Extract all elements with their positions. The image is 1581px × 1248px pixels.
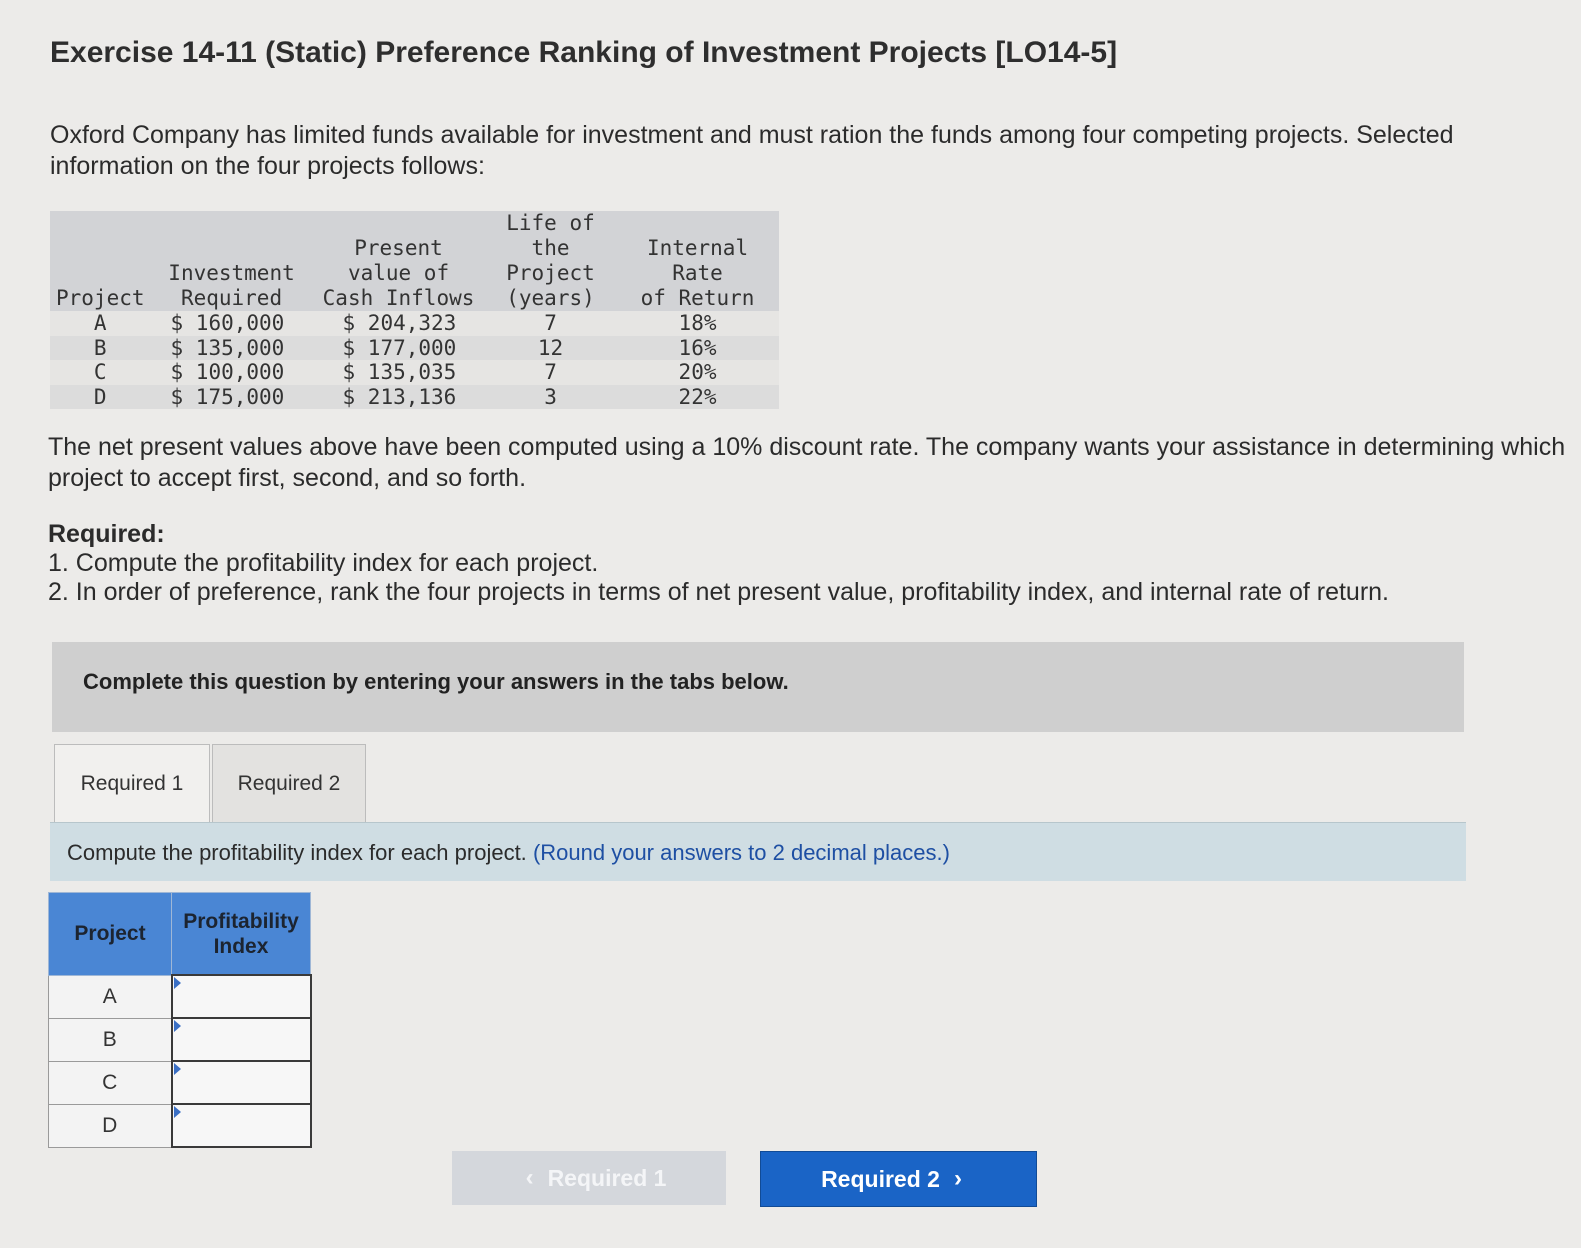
- pi-input-d[interactable]: [174, 1107, 308, 1144]
- required-item-2: 2. In order of preference, rank the four…: [48, 578, 1389, 606]
- next-button-label: Required 2: [821, 1165, 940, 1192]
- required-item-1: 1. Compute the profitability index for e…: [48, 549, 599, 577]
- col-irr-header: Internal Rate of Return: [616, 211, 779, 311]
- table-row: C: [48, 1060, 312, 1105]
- instructions-banner: Complete this question by entering your …: [52, 642, 1464, 732]
- table-row: A $ 160,000 $ 204,323 7 18%: [93, 311, 717, 335]
- table-row: D: [48, 1103, 312, 1148]
- table-row: A: [48, 974, 312, 1019]
- tab-required-1[interactable]: Required 1: [54, 744, 210, 823]
- pi-input-cell[interactable]: [170, 1060, 312, 1105]
- pi-project-label: B: [48, 1017, 172, 1062]
- pi-col-project-header: Project: [48, 892, 172, 976]
- table-row: D $ 175,000 $ 213,136 3 22%: [50, 384, 779, 409]
- pi-project-label: C: [48, 1060, 172, 1105]
- pi-input-c[interactable]: [174, 1064, 308, 1101]
- pi-col-index-header: Profitability Index: [171, 892, 311, 976]
- prev-button-label: Required 1: [547, 1164, 667, 1191]
- col-project-header: Project: [50, 211, 151, 311]
- pi-input-b[interactable]: [174, 1021, 308, 1058]
- tab-required-2[interactable]: Required 2: [212, 744, 366, 823]
- pi-input-cell[interactable]: [170, 1017, 312, 1062]
- pi-input-a[interactable]: [174, 978, 308, 1015]
- chevron-right-icon: ›: [953, 1165, 962, 1192]
- col-investment-header: Investment Required: [150, 211, 313, 311]
- banner-text: Complete this question by entering your …: [83, 669, 789, 694]
- pi-input-cell[interactable]: [170, 974, 312, 1019]
- pi-input-cell[interactable]: [170, 1103, 312, 1148]
- required-heading: Required:: [48, 520, 165, 548]
- tab-instruction-bar: Compute the profitability index for each…: [50, 822, 1466, 881]
- table-row: C $ 100,000 $ 135,035 7 20%: [93, 360, 717, 384]
- table-row: B: [48, 1017, 312, 1062]
- pi-project-label: A: [48, 974, 172, 1019]
- col-pv-header: Present value of Cash Inflows: [312, 211, 485, 311]
- table-row: B $ 135,000 $ 177,000 12 16%: [50, 335, 779, 360]
- instruction-text: Compute the profitability index for each…: [67, 840, 527, 865]
- required-section: Required: 1. Compute the profitability i…: [48, 520, 1548, 607]
- rounding-note: (Round your answers to 2 decimal places.…: [532, 840, 950, 865]
- pi-project-label: D: [48, 1103, 172, 1148]
- discount-rate-note: The net present values above have been c…: [48, 433, 1566, 492]
- profitability-index-table: Project Profitability Index A B C D: [48, 892, 312, 1148]
- project-data-table: Project Investment Required Present value …: [50, 211, 779, 409]
- prev-required-button[interactable]: ‹ Required 1: [452, 1151, 726, 1205]
- page-title: Exercise 14-11 (Static) Preference Ranki…: [50, 36, 1118, 69]
- intro-paragraph: Oxford Company has limited funds availab…: [50, 121, 1454, 180]
- chevron-left-icon: ‹: [525, 1164, 534, 1191]
- next-required-button[interactable]: Required 2 ›: [760, 1151, 1037, 1207]
- col-life-header: Life of the Project (years): [484, 211, 617, 311]
